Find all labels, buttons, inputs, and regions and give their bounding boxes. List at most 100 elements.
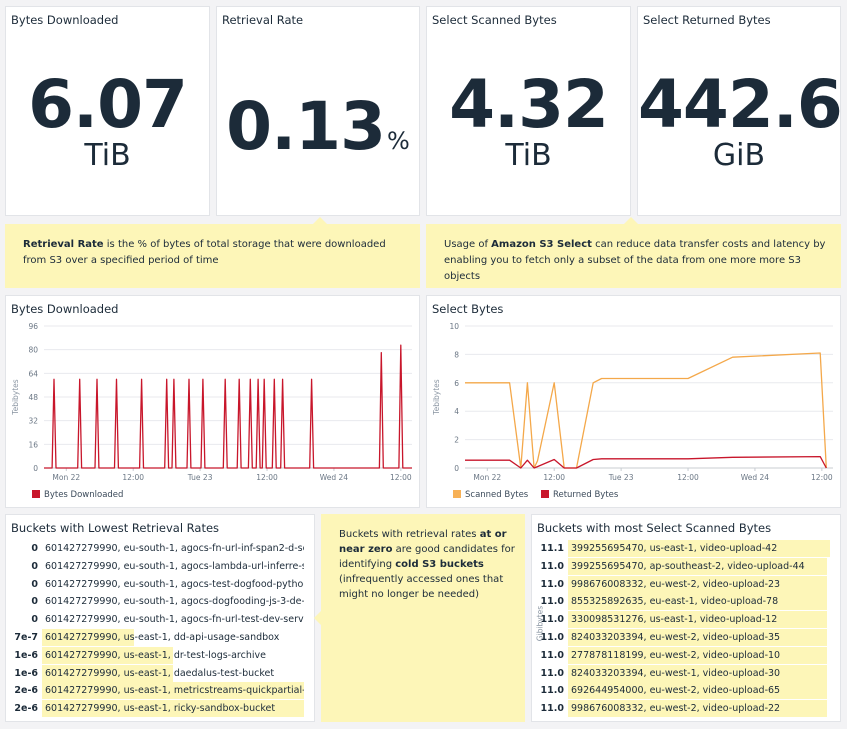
toplist-bar-track: 855325892635, eu-east-1, video-upload-78 <box>568 593 830 611</box>
note-text: can reduce data transfer costs and laten… <box>444 239 826 282</box>
toplist-label: 601427279990, us-east-1, dr-test-logs-ar… <box>45 649 266 661</box>
toplist-value: 11.1 <box>540 543 564 554</box>
toplist-label: 855325892635, eu-east-1, video-upload-78 <box>571 596 779 608</box>
kpi-title: Select Returned Bytes <box>643 13 771 27</box>
kpi-unit: GiB <box>712 138 766 173</box>
chart-legend: Bytes Downloaded <box>32 490 123 500</box>
toplist-value: 11.0 <box>540 685 564 697</box>
note-text: (infrequently accessed ones that might n… <box>339 574 504 600</box>
y-tick-label: 16 <box>28 440 38 449</box>
toplist-row[interactable]: 11.0 824033203394, eu-west-1, video-uploa… <box>532 664 840 682</box>
y-tick-label: 4 <box>454 407 459 416</box>
toplist-row[interactable]: 0 601427279990, eu-south-1, agocs-test-do… <box>6 576 314 593</box>
toplist-bar-track: 601427279990, eu-south-1, agocs-dogfoodi… <box>42 593 304 610</box>
kpi-value-group: 0.13% <box>217 91 419 163</box>
toplist-label: 998676008332, eu-west-2, video-upload-22 <box>571 703 781 715</box>
toplist-title: Buckets with Lowest Retrieval Rates <box>11 521 220 535</box>
kpi-value: 0.13 <box>226 88 386 165</box>
toplist-row[interactable]: 2e-6 601427279990, us-east-1, ricky-sandb… <box>6 700 314 718</box>
y-tick-label: 64 <box>28 369 38 378</box>
toplist-row[interactable]: 11.0 399255695470, ap-southeast-2, video-… <box>532 557 840 575</box>
toplist-bar-track: 399255695470, ap-southeast-2, video-uplo… <box>568 557 830 575</box>
toplist-row[interactable]: 11.1 399255695470, us-east-1, video-uploa… <box>532 540 840 557</box>
toplist-label: 399255695470, ap-southeast-2, video-uplo… <box>571 560 805 572</box>
x-tick-label: 12:00 <box>677 473 699 482</box>
kpi-select-returned: Select Returned Bytes 442.6 GiB <box>637 6 843 216</box>
toplist-value: 11.0 <box>540 614 564 626</box>
toplist-bar-track: 601427279990, eu-south-1, agocs-fn-url-t… <box>42 611 304 628</box>
toplist-row[interactable]: 11.0 330098531276, us-east-1, video-uploa… <box>532 611 840 629</box>
x-tick-label: Mon 22 <box>473 473 501 482</box>
toplist-row[interactable]: 11.0 998676008332, eu-west-2, video-uploa… <box>532 575 840 593</box>
x-tick-label: 12:00 <box>811 473 833 482</box>
x-tick-label: 12:00 <box>543 473 565 482</box>
toplist-row[interactable]: 0 601427279990, eu-south-1, agocs-fn-url-… <box>6 540 314 557</box>
y-tick-label: 32 <box>28 417 38 426</box>
note-text: Usage of <box>444 239 492 250</box>
toplist-label: 998676008332, eu-west-2, video-upload-23 <box>571 578 781 590</box>
toplist-value: 11.0 <box>540 703 564 715</box>
series-line-scanned-bytes[interactable] <box>465 352 827 469</box>
y-tick-label: 0 <box>33 464 38 473</box>
toplist-label: 601427279990, us-east-1, ricky-sandbox-b… <box>45 703 276 715</box>
toplist-value: 11.0 <box>540 632 564 643</box>
legend-swatch <box>453 490 461 498</box>
toplist-row[interactable]: 11.0 998676008332, eu-west-2, video-uploa… <box>532 700 840 718</box>
toplist-bar-track: 998676008332, eu-west-2, video-upload-23 <box>568 575 830 593</box>
note-pointer <box>624 217 638 224</box>
toplist-row[interactable]: 2e-6 601427279990, us-east-1, metricstrea… <box>6 682 314 700</box>
kpi-value: 442.6 <box>638 66 843 143</box>
note-bold: Retrieval Rate <box>23 239 104 250</box>
x-tick-label: Wed 24 <box>320 473 349 482</box>
toplist-label: 601427279990, us-east-1, dd-api-usage-sa… <box>45 632 280 643</box>
note-pointer <box>314 611 321 625</box>
toplist-row[interactable]: 1e-6 601427279990, us-east-1, dr-test-log… <box>6 646 314 664</box>
chart-legend: Scanned Bytes Returned Bytes <box>453 490 618 500</box>
legend-label: Scanned Bytes <box>465 490 529 500</box>
toplist-row[interactable]: 0 601427279990, eu-south-1, agocs-fn-url-… <box>6 611 314 628</box>
toplist-bar-track: 824033203394, eu-west-2, video-upload-35 <box>568 629 830 646</box>
toplist-row[interactable]: 11.0 855325892635, eu-east-1, video-uploa… <box>532 593 840 611</box>
note-pointer <box>313 217 327 224</box>
toplist-rows: 11.1 399255695470, us-east-1, video-uploa… <box>532 540 842 720</box>
y-tick-label: 6 <box>454 379 459 388</box>
toplist-row[interactable]: 11.0 692644954000, eu-west-2, video-uploa… <box>532 682 840 700</box>
toplist-row[interactable]: 7e-7 601427279990, us-east-1, dd-api-usag… <box>6 629 314 646</box>
toplist-value: 11.0 <box>540 596 564 608</box>
toplist-row[interactable]: 1e-6 601427279990, us-east-1, daedalus-te… <box>6 664 314 682</box>
toplist-bar-track: 998676008332, eu-west-2, video-upload-22 <box>568 700 830 718</box>
toplist-rows: 0 601427279990, eu-south-1, agocs-fn-url-… <box>6 540 316 720</box>
toplist-bar-fill <box>568 575 828 593</box>
legend-label: Bytes Downloaded <box>44 490 124 500</box>
toplist-row[interactable]: 11.0 277878118199, eu-west-2, video-uploa… <box>532 646 840 664</box>
toplist-row[interactable]: 0 601427279990, eu-south-1, agocs-lambda-… <box>6 558 314 575</box>
toplist-bar-track: 330098531276, us-east-1, video-upload-12 <box>568 611 830 629</box>
toplist-value: 7e-7 <box>14 632 38 643</box>
toplist-row[interactable]: 11.0 824033203394, eu-west-2, video-uploa… <box>532 629 840 646</box>
x-tick-label: Wed 24 <box>741 473 770 482</box>
x-tick-label: Tue 23 <box>187 473 213 482</box>
series-line-returned-bytes[interactable] <box>465 455 827 469</box>
note-text: Buckets with retrieval rates <box>339 529 480 540</box>
toplist-bar-fill <box>568 664 828 682</box>
toplist-bar-fill <box>568 611 828 629</box>
toplist-bar-fill <box>42 664 173 682</box>
toplist-row[interactable]: 0 601427279990, eu-south-1, agocs-dogfood… <box>6 593 314 610</box>
y-axis-label: Tebibytes <box>11 379 20 416</box>
toplist-label: 601427279990, us-east-1, daedalus-test-b… <box>45 667 275 679</box>
y-tick-label: 2 <box>454 436 459 445</box>
bytes-downloaded-chart: Bytes Downloaded 0 16 32 48 64 80 96 Mon 22 12:0… <box>5 295 420 508</box>
legend-label: Returned Bytes <box>552 490 619 500</box>
kpi-value: 6.07 <box>28 66 188 143</box>
y-tick-label: 8 <box>454 350 459 359</box>
select-bytes-chart: Select Bytes 0 2 4 6 8 10 Mon 22 12:00 Tue 23 12:… <box>426 295 841 508</box>
toplist-bar-track: 601427279990, us-east-1, daedalus-test-b… <box>42 664 304 682</box>
x-tick-label: 12:00 <box>256 473 278 482</box>
series-line-bytes-downloaded[interactable] <box>44 344 412 469</box>
y-tick-label: 96 <box>28 322 38 331</box>
toplist-value: 11.0 <box>540 667 564 679</box>
toplist-label: 824033203394, eu-west-2, video-upload-35 <box>571 632 781 643</box>
y-axis-label: Tebibytes <box>432 379 441 416</box>
toplist-bar-track: 824033203394, eu-west-1, video-upload-30 <box>568 664 830 682</box>
retrieval-rate-note: Retrieval Rate is the % of bytes of tota… <box>5 217 420 288</box>
